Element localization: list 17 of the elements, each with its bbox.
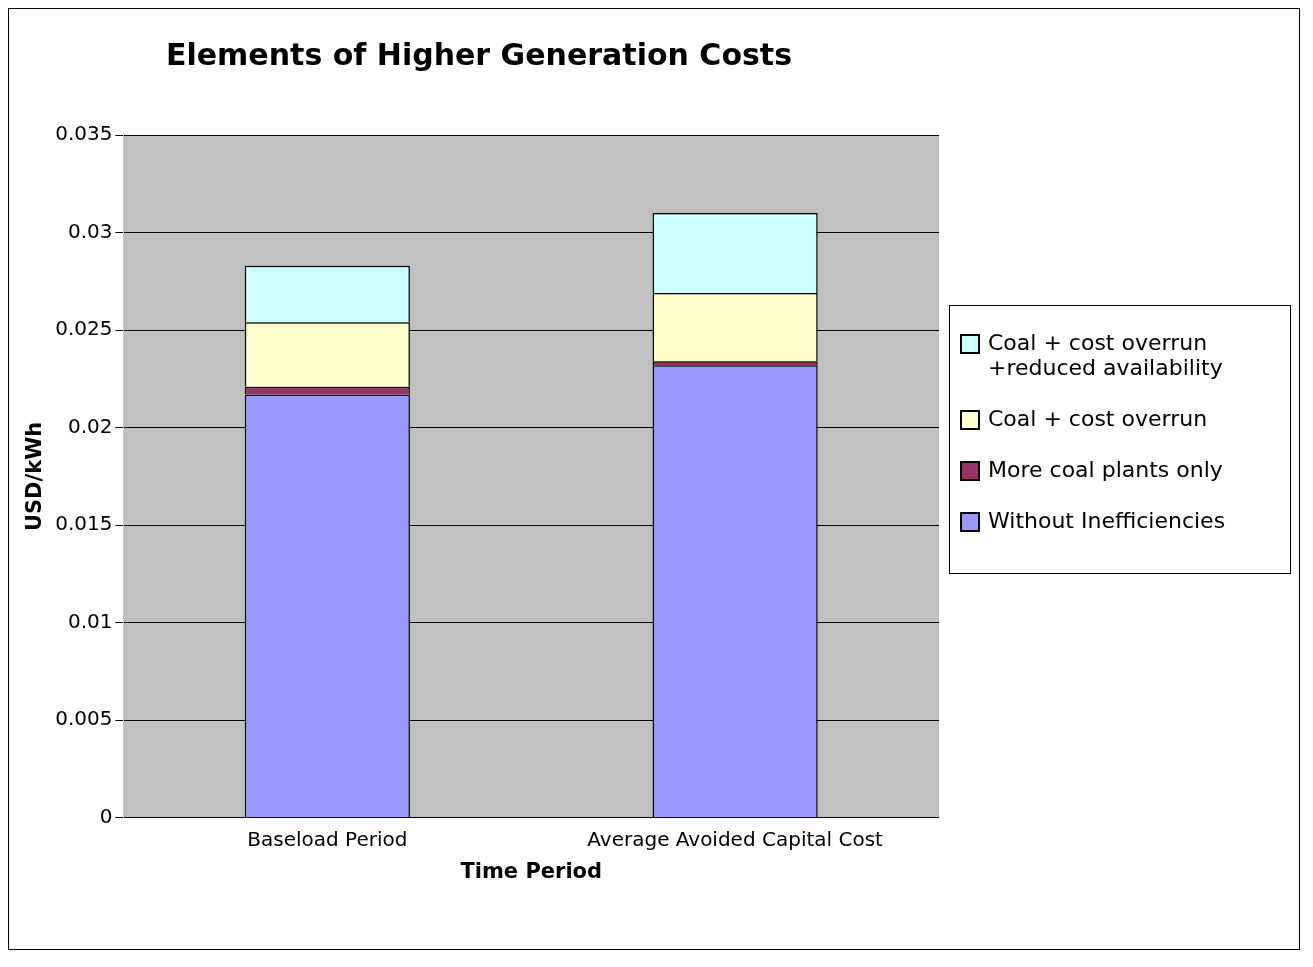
legend-label: Coal + cost overrun +reduced availability: [988, 329, 1224, 380]
y-tick-label: 0.015: [55, 511, 113, 536]
x-axis-title: Time Period: [460, 858, 603, 883]
y-tick-label: 0.01: [67, 608, 113, 633]
x-tick-label: Baseload Period: [247, 827, 408, 851]
legend-label: Coal + cost overrun: [988, 405, 1208, 431]
y-tick-label: 0.035: [55, 121, 113, 146]
x-tick-label: Average Avoided Capital Cost: [587, 827, 884, 851]
y-tick-label: 0.03: [67, 218, 113, 243]
legend-label: Without Inefficiencies: [988, 507, 1226, 533]
y-tick-label: 0.005: [55, 706, 113, 731]
y-tick-label: 0.02: [67, 413, 113, 438]
chart-title: Elements of Higher Generation Costs: [165, 36, 793, 72]
legend-label: More coal plants only: [988, 456, 1223, 482]
y-tick-label: 0.025: [55, 316, 113, 341]
y-tick-label: 0: [99, 804, 113, 828]
y-axis-title: USD/kWh: [22, 421, 47, 532]
